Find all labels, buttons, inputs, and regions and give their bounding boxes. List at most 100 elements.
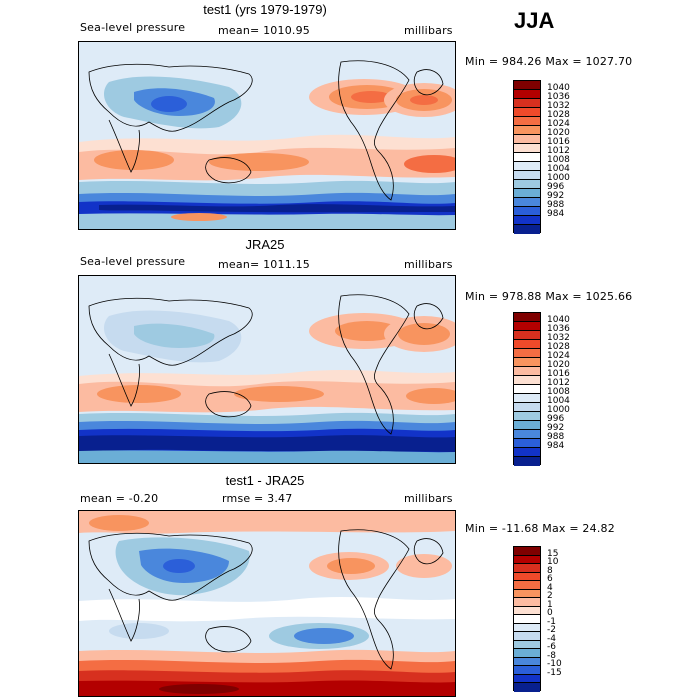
colorbar-swatch <box>514 90 540 99</box>
colorbar-label: -10 <box>547 659 562 669</box>
panel-3-title: test1 - JRA25 <box>225 473 305 488</box>
colorbar-swatch <box>514 198 540 207</box>
map-3-field <box>79 511 455 696</box>
panel-2-variable: Sea-level pressure <box>80 255 186 268</box>
colorbar-label: 988 <box>547 200 565 210</box>
colorbar-swatch <box>514 376 540 385</box>
colorbar-label: 1032 <box>547 101 570 111</box>
colorbar-swatch <box>514 358 540 367</box>
colorbar-swatch <box>514 412 540 421</box>
colorbar-label: -6 <box>547 642 556 652</box>
colorbar-label: 1024 <box>547 119 570 129</box>
colorbar-swatch <box>514 367 540 376</box>
colorbar-swatch <box>514 448 540 457</box>
colorbar-label: 10 <box>547 557 559 567</box>
colorbar-swatch <box>514 581 540 590</box>
colorbar-label: 1016 <box>547 369 570 379</box>
colorbar-label: 984 <box>547 209 565 219</box>
colorbar-swatch <box>514 153 540 162</box>
colorbar-label: 8 <box>547 565 553 576</box>
colorbar-swatch <box>514 640 540 649</box>
colorbar-swatch <box>514 615 540 624</box>
colorbar-swatch <box>514 421 540 430</box>
colorbar-label: 1004 <box>547 164 570 174</box>
colorbar-label: 1012 <box>547 378 570 388</box>
colorbar-swatch <box>514 81 540 90</box>
colorbar-swatch <box>514 683 540 692</box>
colorbar-label: 2 <box>547 591 553 601</box>
colorbar-swatch <box>514 632 540 641</box>
colorbar-label: 1020 <box>547 128 570 138</box>
colorbar-label: -2 <box>547 625 556 635</box>
colorbar-label: 0 <box>547 608 553 618</box>
panel-1-units: millibars <box>404 24 453 37</box>
colorbar-swatch <box>514 598 540 607</box>
colorbar-label: 1008 <box>547 387 570 397</box>
colorbar-swatch <box>514 126 540 135</box>
colorbar-label: 1016 <box>547 137 570 147</box>
colorbar-label: 1040 <box>547 315 570 325</box>
colorbar-swatch <box>514 135 540 144</box>
colorbar-label: 1004 <box>547 396 570 406</box>
colorbar-swatch <box>514 606 540 615</box>
panel-2-units: millibars <box>404 258 453 271</box>
colorbar-label: 984 <box>547 441 565 451</box>
panel-1-minmax: Min = 984.26 Max = 1027.70 <box>465 55 633 68</box>
colorbar-swatches <box>513 546 541 692</box>
colorbar-label: 988 <box>547 432 565 442</box>
colorbar-swatch <box>514 430 540 439</box>
colorbar-swatches <box>513 80 541 234</box>
colorbar-label: 1024 <box>547 351 570 361</box>
colorbar-swatch <box>514 439 540 448</box>
colorbar-label: 1012 <box>547 146 570 156</box>
colorbar-swatch <box>514 189 540 198</box>
colorbar-label: -8 <box>547 650 556 661</box>
colorbar-label: 1040 <box>547 83 570 93</box>
map-panel-3 <box>78 510 456 697</box>
colorbar-swatches <box>513 312 541 466</box>
colorbar-swatch <box>514 674 540 683</box>
colorbar-label: 996 <box>547 414 565 424</box>
colorbar-swatch <box>514 547 540 556</box>
colorbar-label: 6 <box>547 574 553 584</box>
colorbar-swatch <box>514 171 540 180</box>
colorbar-swatch <box>514 207 540 216</box>
colorbar-swatch <box>514 99 540 108</box>
map-panel-2 <box>78 275 456 464</box>
colorbar-swatch <box>514 623 540 632</box>
colorbar-label: 4 <box>547 582 553 593</box>
map-2-field <box>79 276 455 463</box>
map-1-field <box>79 42 455 229</box>
colorbar-swatch <box>514 457 540 466</box>
colorbar-label: 992 <box>547 191 565 201</box>
colorbar-swatch <box>514 555 540 564</box>
colorbar-swatch <box>514 349 540 358</box>
colorbar-swatch <box>514 564 540 573</box>
colorbar-swatch <box>514 394 540 403</box>
colorbar-label: -15 <box>547 667 562 678</box>
panel-3-mean: mean = -0.20 <box>80 492 159 505</box>
colorbar-swatch <box>514 572 540 581</box>
colorbar-label: 1008 <box>547 155 570 165</box>
colorbar-swatch <box>514 117 540 126</box>
panel-2-minmax: Min = 978.88 Max = 1025.66 <box>465 290 633 303</box>
colorbar-swatch <box>514 666 540 675</box>
colorbar-label: 15 <box>547 548 559 559</box>
panel-1-mean: mean= 1010.95 <box>218 24 310 37</box>
colorbar-swatch <box>514 403 540 412</box>
colorbar-label: 1 <box>547 599 553 610</box>
panel-1-variable: Sea-level pressure <box>80 21 186 34</box>
colorbar-label: 1000 <box>547 173 570 183</box>
map-panel-1 <box>78 41 456 230</box>
colorbar-label: 1028 <box>547 342 570 352</box>
colorbar-swatch <box>514 216 540 225</box>
panel-3-rmse: rmse = 3.47 <box>222 492 293 505</box>
season-label: JJA <box>514 8 555 33</box>
colorbar-swatch <box>514 144 540 153</box>
colorbar-swatch <box>514 657 540 666</box>
colorbar-swatch <box>514 385 540 394</box>
colorbar-label: -4 <box>547 633 556 644</box>
colorbar-swatch <box>514 649 540 658</box>
panel-3-minmax: Min = -11.68 Max = 24.82 <box>465 522 615 535</box>
colorbar-swatch <box>514 313 540 322</box>
